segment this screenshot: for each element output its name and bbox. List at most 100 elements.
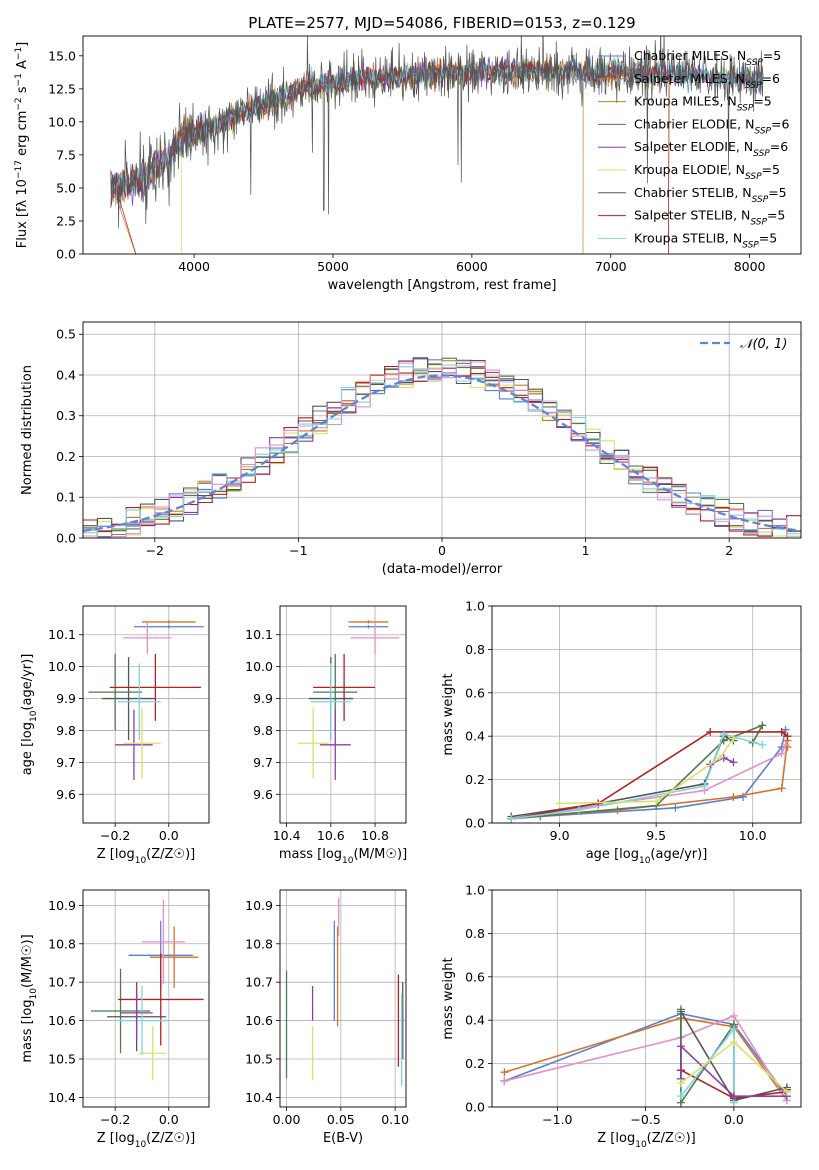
residuals-ylabel: Normed distribution	[20, 365, 35, 495]
mass-vs-z-ylabel-part: 10	[29, 988, 39, 1000]
mass-weight-marker	[574, 805, 583, 814]
residuals-axes	[83, 322, 801, 539]
y-tick-label: 10.7	[245, 975, 273, 990]
x-tick-label: 10.6	[317, 828, 345, 843]
y-tick-label: 7.5	[56, 147, 76, 162]
mass-weight-line	[511, 744, 787, 820]
spectrum-ylabel-part: −17	[14, 160, 24, 179]
legend-label-part: =5	[768, 185, 786, 200]
y-tick-label: 12.5	[48, 81, 76, 96]
mass-vs-z-xlabel-part: 10	[135, 1140, 147, 1150]
y-tick-label: 10.6	[245, 1013, 273, 1028]
x-tick-label: 0.0	[159, 1112, 179, 1127]
age-vs-z-xlabel-part: (Z/Z☉)]	[146, 847, 195, 862]
legend-label: Kroupa ELODIE, NSSP=5	[634, 162, 780, 182]
y-tick-label: 9.6	[253, 787, 273, 802]
spectrum-ylabel-part: s	[15, 86, 30, 97]
x-tick-label: 5000	[317, 259, 349, 274]
mass-vs-z-xlabel: Z [log10(Z/Z☉)]	[97, 1131, 195, 1150]
y-tick-label: 9.9	[253, 691, 273, 706]
spectrum-ylabel-part: λ 10	[15, 179, 30, 207]
spectrum-ylabel-part: −1	[14, 73, 24, 86]
x-tick-label: 10.4	[273, 828, 301, 843]
legend-label: Kroupa STELIB, NSSP=5	[634, 230, 777, 250]
age-vs-z-xlabel-part: log	[115, 847, 135, 862]
y-tick-label: 0.0	[56, 247, 76, 262]
y-tick-label: 0.0	[56, 531, 76, 546]
legend-label-part: Chabrier MILES, N	[634, 48, 746, 63]
x-tick-label: −1	[289, 543, 307, 558]
x-tick-label: 0.0	[724, 1112, 744, 1127]
y-tick-label: 0.4	[465, 1013, 485, 1028]
legend-label-part: =5	[767, 208, 785, 223]
mass-weight-marker	[676, 1092, 685, 1101]
mass-vs-ebv-xlabel-part: E(B-V)	[323, 1131, 363, 1146]
legend-label-part: Salpeter STELIB, N	[634, 208, 750, 223]
massweight-vs-age-xlabel-part: (age/yr)]	[650, 847, 707, 862]
massweight-vs-age-xlabel-part: 10	[639, 856, 651, 866]
y-tick-label: 10.5	[245, 1051, 273, 1066]
massweight-vs-z-axes	[492, 889, 801, 1108]
mass-vs-ebv-frame	[279, 889, 407, 1108]
legend-label: Salpeter MILES, NSSP=6	[634, 71, 780, 91]
spectrum-series-line	[110, 36, 764, 229]
massweight-vs-z-ylabel: mass weight	[441, 957, 456, 1039]
mass-weight-marker	[729, 734, 738, 743]
mass-weight-marker	[729, 1024, 738, 1033]
y-tick-label: 1.0	[465, 883, 485, 898]
x-tick-label: −2	[146, 543, 164, 558]
x-tick-label: 4000	[178, 259, 210, 274]
y-tick-label: 0.4	[465, 729, 485, 744]
spectrum-ylabel-part: −1	[14, 47, 24, 60]
mass-weight-marker	[729, 758, 738, 767]
legend-label-part: SSP	[745, 172, 762, 182]
y-tick-label: 9.6	[56, 787, 76, 802]
y-tick-label: 0.0	[465, 1100, 485, 1115]
residuals-ylabel-part: Normed distribution	[20, 365, 35, 495]
y-tick-label: 10.1	[48, 627, 76, 642]
y-tick-label: 10.5	[48, 1051, 76, 1066]
y-tick-label: 9.7	[56, 755, 76, 770]
mass-weight-marker	[781, 740, 790, 749]
mass-weight-marker	[676, 1042, 685, 1051]
massweight-vs-z-xlabel-part: log	[615, 1131, 635, 1146]
spectrum-ticks: 4000 5000 6000 7000 8000 0.0 2.5 5.0 7.5 10.0 12.5…	[14, 14, 802, 293]
mass-weight-marker	[715, 753, 724, 762]
mass-weight-marker	[719, 730, 728, 739]
mass-vs-z-xlabel-part: Z [	[97, 1131, 115, 1146]
histogram-step	[83, 361, 801, 538]
y-tick-label: 10.7	[48, 975, 76, 990]
mass-weight-marker	[676, 1079, 685, 1088]
y-tick-label: 15.0	[48, 48, 76, 63]
y-tick-label: 9.7	[253, 755, 273, 770]
mass-vs-ebv-ticks: 0.00 0.05 0.10 10.4 10.5 10.6 10.7 10.8 10.9 E(B-…	[245, 889, 409, 1146]
legend-label-part: Chabrier STELIB, N	[634, 185, 752, 200]
legend-label-part: Kroupa STELIB, N	[634, 230, 742, 245]
residuals-xlabel-part: (data-model)/error	[382, 562, 503, 577]
spectrum-ylabel-part: Flux [f	[15, 207, 30, 248]
x-tick-label: 0.0	[159, 828, 179, 843]
massweight-vs-z-xlabel-part: Z [	[597, 1131, 615, 1146]
spectrum-ylabel-part: −2	[14, 97, 24, 110]
y-tick-label: 1.0	[465, 599, 485, 614]
residuals-frame	[82, 321, 802, 539]
x-tick-label: 6000	[456, 259, 488, 274]
massweight-vs-age-ticks: 9.0 9.5 10.0 0.0 0.2 0.4 0.6 0.8 1.0 age [log10(a…	[441, 599, 802, 866]
age-vs-z-xlabel-part: Z [	[97, 847, 115, 862]
age-vs-z-ylabel-part: 10	[29, 710, 39, 722]
y-tick-label: 0.8	[465, 642, 485, 657]
mass-weight-marker	[500, 1068, 509, 1077]
mass-weight-marker	[676, 1005, 685, 1014]
age-vs-z-ylabel: age [log10(age/yr)]	[20, 654, 39, 776]
age-vs-z-frame	[82, 605, 210, 824]
mass-vs-ebv-axes	[280, 890, 406, 1107]
residuals-plot-area	[83, 357, 801, 538]
x-tick-label: −1.0	[542, 1112, 572, 1127]
legend-label-part: Kroupa ELODIE, N	[634, 162, 745, 177]
mass-vs-z-xlabel-part: (Z/Z☉)]	[146, 1131, 195, 1146]
mass-weight-line	[511, 733, 763, 820]
mass-weight-marker	[729, 1011, 738, 1020]
legend-label-part: =5	[753, 94, 771, 109]
age-vs-z-ylabel-part: log	[20, 722, 35, 742]
y-tick-label: 9.9	[56, 691, 76, 706]
